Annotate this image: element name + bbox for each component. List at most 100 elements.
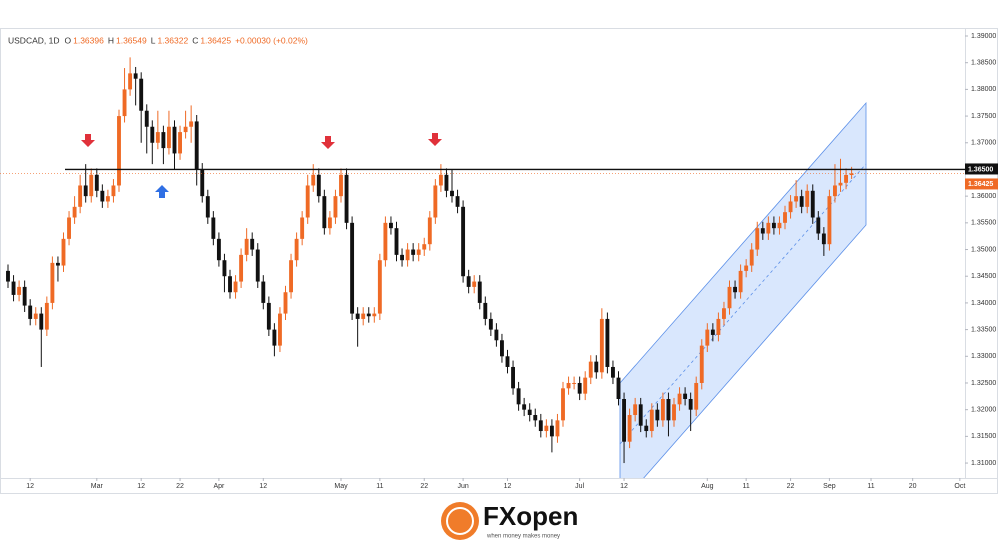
- candle-body: [849, 173, 854, 176]
- candle-body: [72, 206, 77, 218]
- header-text: H: [108, 35, 114, 45]
- candle-body: [100, 190, 105, 202]
- candle-body: [266, 302, 271, 330]
- y-tick-label: 1.33500: [971, 326, 996, 333]
- x-tick-label: Apr: [213, 483, 225, 490]
- candle-body: [472, 281, 477, 287]
- y-tick-label: 1.35500: [971, 220, 996, 227]
- header-text: 1.36396: [73, 35, 104, 45]
- candle-body: [666, 398, 671, 421]
- header-text: C: [192, 35, 198, 45]
- candle-body: [660, 398, 665, 421]
- candle-body: [494, 329, 499, 341]
- header-text: 1.36549: [116, 35, 147, 45]
- candle-body: [327, 217, 332, 229]
- x-tick-label: Oct: [954, 483, 965, 490]
- candle-body: [366, 313, 371, 317]
- header-text: 1.36322: [157, 35, 188, 45]
- y-tick-label: 1.38000: [971, 86, 996, 93]
- candle-body: [94, 174, 99, 191]
- candle-body: [805, 190, 810, 207]
- annotation-arrows: [81, 133, 442, 198]
- candle-body: [710, 329, 715, 335]
- candle-body: [744, 265, 749, 271]
- candle-body: [522, 404, 527, 410]
- candle-body: [405, 249, 410, 261]
- candle-body: [122, 89, 127, 117]
- candle-body: [250, 238, 255, 250]
- candle-body: [611, 366, 615, 378]
- candle-body: [300, 217, 305, 239]
- candle-body: [605, 318, 610, 367]
- candle-body: [311, 174, 316, 186]
- candle-body: [622, 398, 626, 442]
- candle-body: [183, 126, 188, 133]
- y-tick-label: 1.37000: [971, 140, 996, 147]
- candle-body: [189, 121, 194, 127]
- header-text: L: [151, 35, 156, 45]
- candle-body: [549, 425, 554, 437]
- x-tick-label: Jun: [457, 483, 468, 490]
- candles: [6, 57, 854, 464]
- candle-body: [722, 308, 726, 319]
- candle-body: [583, 377, 588, 394]
- candle-body: [749, 249, 754, 266]
- candle-body: [599, 318, 604, 373]
- y-tick-label: 1.34000: [971, 300, 996, 307]
- candle-body: [594, 361, 599, 373]
- candle-body: [694, 382, 699, 410]
- candle-body: [488, 318, 493, 330]
- candle-body: [438, 174, 443, 186]
- candle-body: [516, 388, 521, 405]
- candle-body: [239, 254, 244, 282]
- candle-body: [461, 206, 466, 277]
- candle-body: [544, 425, 549, 432]
- candle-body: [83, 185, 88, 197]
- x-tick-label: 12: [504, 483, 512, 490]
- candle-body: [788, 201, 793, 213]
- candle-body: [561, 388, 565, 421]
- legend-header: USDCAD, 1D O 1.36396 H 1.36549 L 1.36322 C 1.364…: [8, 35, 308, 45]
- x-tick-label: 12: [620, 483, 628, 490]
- candle-body: [444, 174, 449, 191]
- candle-body: [738, 270, 743, 293]
- x-tick-label: 12: [137, 483, 145, 490]
- candle-body: [655, 409, 660, 421]
- candle-body: [588, 361, 593, 378]
- x-tick-label: May: [334, 483, 348, 490]
- candle-body: [355, 313, 360, 319]
- candle-body: [305, 185, 310, 218]
- up-arrow: [155, 185, 169, 198]
- candle-body: [810, 190, 815, 218]
- candle-body: [333, 196, 338, 218]
- candle-body: [78, 185, 83, 207]
- candle-body: [194, 121, 199, 170]
- candle-body: [167, 126, 171, 149]
- header-text: USDCAD, 1D: [8, 35, 59, 45]
- candle-body: [377, 260, 382, 314]
- candle-body: [777, 222, 782, 229]
- header-text: +0.00030 (+0.02%): [235, 35, 308, 45]
- candle-body: [50, 262, 55, 303]
- candle-body: [566, 382, 571, 389]
- down-arrow: [428, 133, 442, 146]
- candle-body: [783, 212, 787, 223]
- candle-body: [361, 313, 366, 319]
- candle-body: [11, 281, 16, 295]
- candle-body: [455, 196, 460, 207]
- candle-body: [433, 185, 438, 218]
- candle-body: [200, 169, 205, 197]
- last-price-label: 1.36425: [968, 181, 993, 188]
- y-tick-label: 1.39000: [971, 33, 996, 40]
- x-tick-label: 12: [26, 483, 34, 490]
- candle-body: [128, 73, 133, 90]
- candle-body: [533, 415, 538, 421]
- candle-body: [411, 249, 416, 255]
- x-tick-label: 22: [420, 483, 428, 490]
- candle-body: [228, 276, 232, 293]
- candle-body: [683, 393, 688, 399]
- x-tick-label: Jul: [575, 483, 584, 490]
- channel-midline: [619, 163, 867, 445]
- candle-body: [233, 281, 238, 293]
